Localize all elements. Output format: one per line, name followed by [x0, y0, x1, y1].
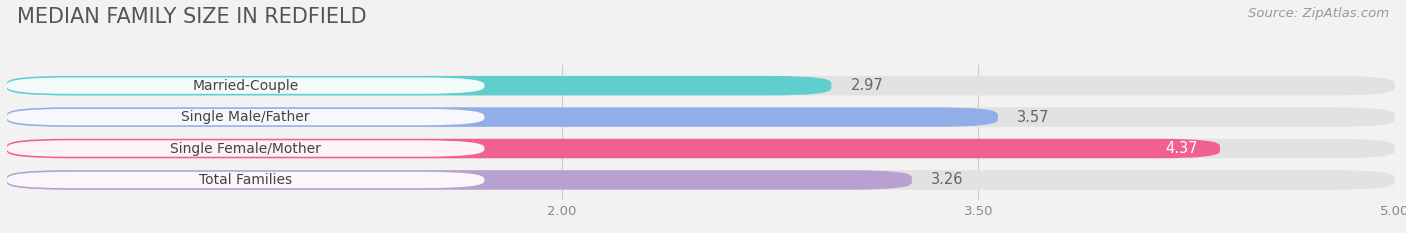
Text: 2.97: 2.97 — [851, 78, 883, 93]
Text: 3.26: 3.26 — [931, 172, 963, 188]
FancyBboxPatch shape — [7, 139, 1220, 158]
FancyBboxPatch shape — [7, 172, 485, 188]
Text: Single Male/Father: Single Male/Father — [181, 110, 309, 124]
FancyBboxPatch shape — [7, 107, 998, 127]
FancyBboxPatch shape — [7, 76, 1395, 95]
Text: Total Families: Total Families — [200, 173, 292, 187]
Text: Source: ZipAtlas.com: Source: ZipAtlas.com — [1249, 7, 1389, 20]
FancyBboxPatch shape — [7, 107, 1395, 127]
Text: 3.57: 3.57 — [1018, 110, 1050, 125]
FancyBboxPatch shape — [7, 109, 485, 125]
FancyBboxPatch shape — [7, 170, 912, 190]
Text: 4.37: 4.37 — [1166, 141, 1198, 156]
Text: MEDIAN FAMILY SIZE IN REDFIELD: MEDIAN FAMILY SIZE IN REDFIELD — [17, 7, 367, 27]
FancyBboxPatch shape — [7, 78, 485, 94]
FancyBboxPatch shape — [7, 139, 1395, 158]
FancyBboxPatch shape — [7, 76, 831, 95]
FancyBboxPatch shape — [7, 170, 1395, 190]
Text: Single Female/Mother: Single Female/Mother — [170, 141, 321, 155]
Text: Married-Couple: Married-Couple — [193, 79, 299, 93]
FancyBboxPatch shape — [7, 140, 485, 157]
